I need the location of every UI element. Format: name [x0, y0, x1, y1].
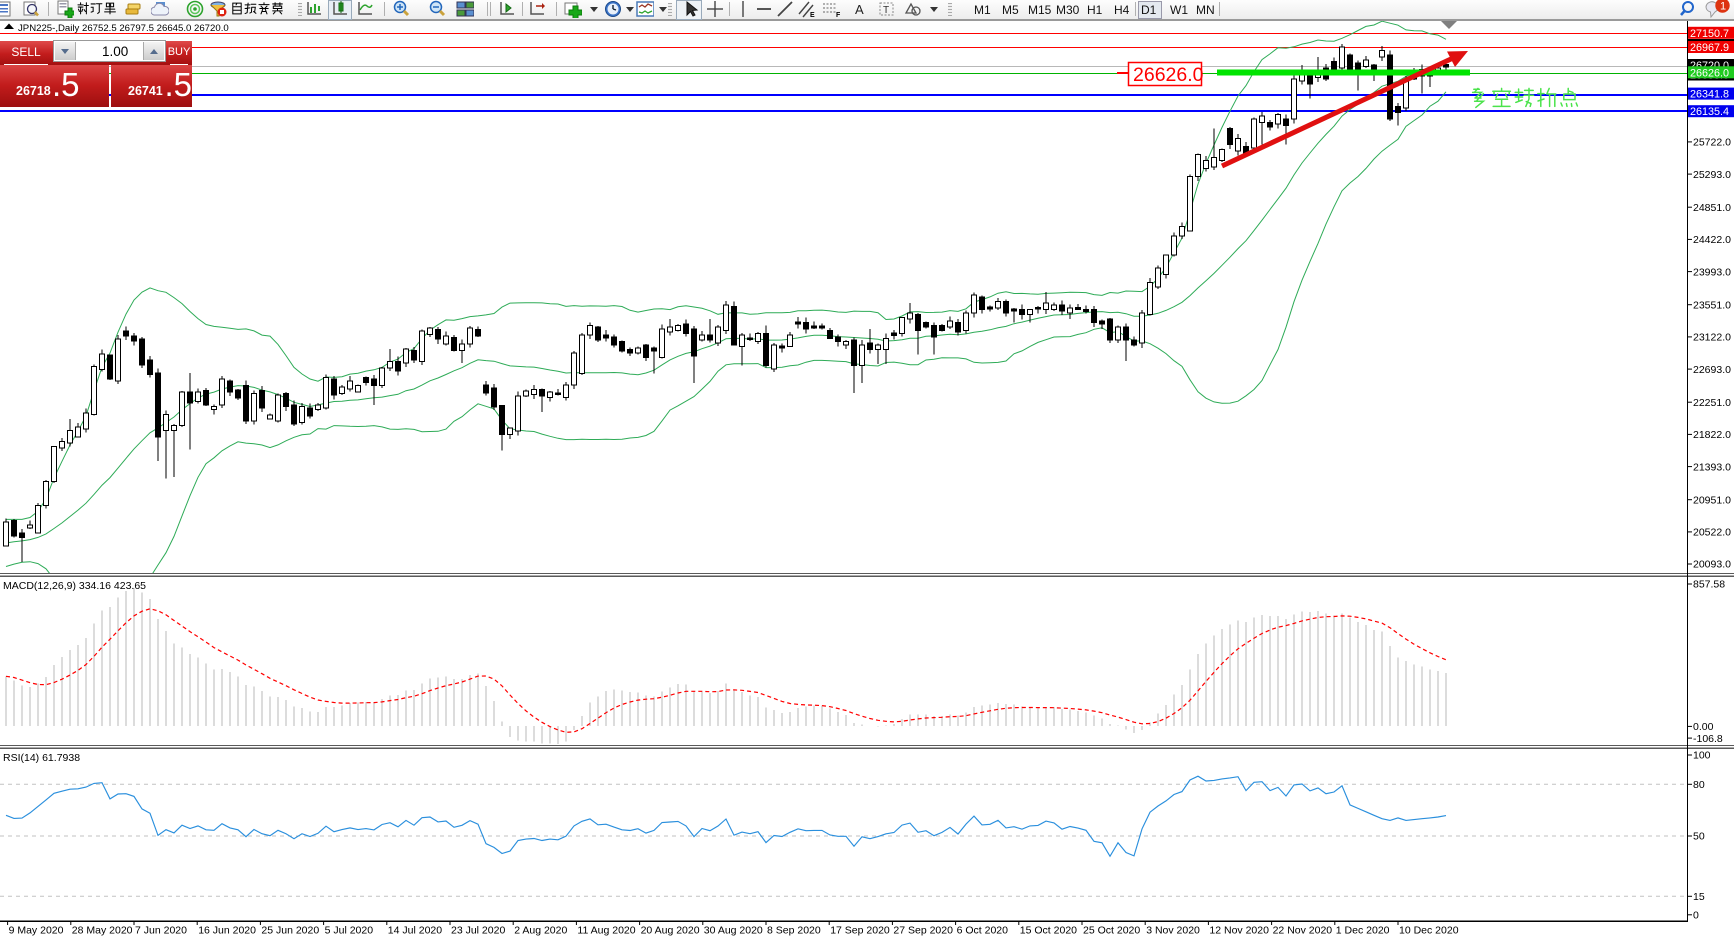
svg-text:20522.0: 20522.0 — [1693, 527, 1731, 539]
svg-text:23993.0: 23993.0 — [1693, 266, 1731, 278]
svg-text:26626.0: 26626.0 — [1133, 64, 1204, 86]
svg-text:28 May 2020: 28 May 2020 — [72, 925, 133, 937]
svg-text:80: 80 — [1693, 779, 1705, 791]
svg-text:1: 1 — [1720, 1, 1726, 13]
svg-text:26135.4: 26135.4 — [1690, 106, 1729, 118]
svg-text:24422.0: 24422.0 — [1693, 234, 1731, 246]
svg-text:25 Oct 2020: 25 Oct 2020 — [1083, 925, 1140, 937]
svg-text:0.00: 0.00 — [1693, 721, 1714, 733]
svg-text:RSI(14) 61.7938: RSI(14) 61.7938 — [3, 752, 80, 764]
svg-text:27 Sep 2020: 27 Sep 2020 — [893, 925, 953, 937]
svg-text:23551.0: 23551.0 — [1693, 299, 1731, 311]
svg-text:21822.0: 21822.0 — [1693, 429, 1731, 441]
svg-text:5 Jul 2020: 5 Jul 2020 — [325, 925, 374, 937]
svg-text:10 Dec 2020: 10 Dec 2020 — [1399, 925, 1459, 937]
svg-text:27150.7: 27150.7 — [1690, 28, 1729, 40]
svg-text:50: 50 — [1693, 831, 1705, 843]
svg-text:E: E — [810, 12, 815, 18]
svg-text:MACD(12,26,9) 334.16 423.65: MACD(12,26,9) 334.16 423.65 — [3, 580, 146, 592]
svg-text:25722.0: 25722.0 — [1693, 137, 1731, 149]
svg-text:11 Aug 2020: 11 Aug 2020 — [577, 925, 635, 937]
svg-text:14 Jul 2020: 14 Jul 2020 — [388, 925, 442, 937]
svg-text:24851.0: 24851.0 — [1693, 202, 1731, 214]
svg-text:100: 100 — [1693, 750, 1711, 762]
svg-text:25293.0: 25293.0 — [1693, 169, 1731, 181]
svg-text:3 Nov 2020: 3 Nov 2020 — [1146, 925, 1200, 937]
svg-text:22693.0: 22693.0 — [1693, 364, 1731, 376]
svg-text:9 May 2020: 9 May 2020 — [9, 925, 64, 937]
svg-text:26341.8: 26341.8 — [1690, 89, 1729, 101]
svg-text:2 Aug 2020: 2 Aug 2020 — [514, 925, 567, 937]
svg-text:22251.0: 22251.0 — [1693, 397, 1731, 409]
svg-text:1 Dec 2020: 1 Dec 2020 — [1336, 925, 1390, 937]
svg-text:15 Oct 2020: 15 Oct 2020 — [1020, 925, 1077, 937]
svg-text:23 Jul 2020: 23 Jul 2020 — [451, 925, 505, 937]
svg-text:857.58: 857.58 — [1693, 579, 1725, 591]
svg-text:22 Nov 2020: 22 Nov 2020 — [1273, 925, 1333, 937]
svg-text:15: 15 — [1693, 891, 1705, 903]
svg-text:JPN225-,Daily 26752.5 26797.5: JPN225-,Daily 26752.5 26797.5 26645.0 26… — [18, 23, 229, 34]
svg-text:30 Aug 2020: 30 Aug 2020 — [704, 925, 763, 937]
svg-text:6 Oct 2020: 6 Oct 2020 — [957, 925, 1009, 937]
svg-text:12 Nov 2020: 12 Nov 2020 — [1209, 925, 1269, 937]
svg-text:T: T — [883, 5, 889, 16]
svg-text:17 Sep 2020: 17 Sep 2020 — [830, 925, 890, 937]
svg-text:26967.9: 26967.9 — [1690, 42, 1729, 54]
svg-text:7 Jun 2020: 7 Jun 2020 — [135, 925, 187, 937]
svg-text:20951.0: 20951.0 — [1693, 494, 1731, 506]
svg-text:23122.0: 23122.0 — [1693, 332, 1731, 344]
svg-text:16 Jun 2020: 16 Jun 2020 — [198, 925, 256, 937]
svg-text:20 Aug 2020: 20 Aug 2020 — [641, 925, 700, 937]
svg-text:26626.0: 26626.0 — [1690, 67, 1729, 79]
svg-text:-106.8: -106.8 — [1693, 733, 1723, 745]
svg-text:21393.0: 21393.0 — [1693, 461, 1731, 473]
svg-text:F: F — [836, 12, 840, 18]
svg-text:8 Sep 2020: 8 Sep 2020 — [767, 925, 821, 937]
svg-text:25 Jun 2020: 25 Jun 2020 — [261, 925, 319, 937]
svg-text:0: 0 — [1693, 910, 1699, 922]
svg-text:20093.0: 20093.0 — [1693, 559, 1731, 571]
